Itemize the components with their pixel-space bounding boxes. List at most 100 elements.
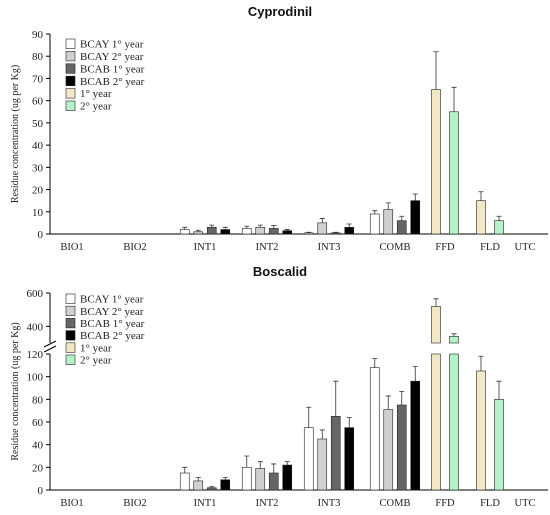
error-bar (244, 455, 250, 468)
bar (449, 111, 459, 235)
x-tick-label: UTC (515, 498, 536, 509)
error-bar (346, 417, 352, 428)
legend-swatch (65, 293, 76, 304)
y-tick-label: 40 (32, 140, 44, 152)
bar (369, 367, 380, 491)
bar (241, 467, 252, 491)
legend-label: BCAY 2° year (80, 51, 144, 63)
legend-label: 1° year (80, 342, 112, 354)
error-bar (478, 355, 484, 371)
error-bar (222, 477, 228, 480)
bar (410, 380, 421, 491)
bar (193, 480, 204, 491)
error-bar (306, 406, 312, 428)
error-bar (346, 223, 352, 228)
bar (282, 464, 293, 491)
error-bar (209, 486, 215, 488)
error-bar (182, 466, 188, 473)
bar (282, 230, 293, 235)
x-tick-label: INT1 (194, 242, 217, 253)
bar (431, 353, 441, 491)
y-tick-label: 60 (32, 417, 44, 429)
error-bar (433, 51, 439, 90)
y-tick-label: 20 (32, 185, 44, 197)
error-bar (319, 429, 325, 439)
error-bar (496, 215, 502, 221)
bar (431, 306, 441, 344)
axis-break-mark (43, 340, 57, 353)
bar (330, 232, 341, 235)
bar (303, 427, 314, 491)
y-tick-label: 100 (27, 372, 44, 384)
error-bar (182, 226, 188, 230)
legend-swatch (65, 63, 76, 74)
bar (396, 404, 407, 491)
error-bar (306, 231, 312, 233)
error-bar (385, 395, 391, 410)
legend-swatch (65, 354, 76, 365)
bar (268, 472, 279, 491)
y-tick-label: 40 (32, 440, 44, 452)
chart-cyprodinil: Cyprodinil 0 10 20 30 40 50 60 70 80 90 Residue con… (10, 4, 548, 253)
bar (179, 472, 190, 491)
bar (344, 227, 355, 235)
error-bar (385, 202, 391, 210)
legend-swatch (65, 100, 76, 111)
y-tick-label: 0 (38, 229, 44, 241)
legend-label: BCAY 1° year (80, 39, 144, 51)
x-tick-label: COMB (380, 498, 411, 509)
bar (179, 229, 190, 235)
bar (410, 200, 421, 235)
legend-swatch (65, 75, 76, 86)
error-bar (451, 86, 457, 112)
y-tick-label: 80 (32, 51, 44, 63)
bar (449, 353, 459, 491)
x-tick-label: BIO2 (123, 242, 146, 253)
bar (396, 220, 407, 235)
y-tick-label: 600 (27, 288, 44, 300)
y-tick-label: 60 (32, 96, 44, 108)
error-bar (412, 366, 418, 382)
legend-label: 2° year (80, 101, 112, 113)
chart-title: Cyprodinil (248, 4, 312, 19)
x-tick-label: BIO1 (60, 498, 83, 509)
x-tick-label: INT2 (256, 498, 279, 509)
x-tick-label: INT3 (318, 242, 341, 253)
legend-label: BCAB 2° year (80, 76, 145, 88)
bar (206, 487, 217, 491)
error-bar (271, 463, 277, 473)
bar (383, 409, 394, 491)
y-tick-label: 80 (32, 394, 44, 406)
bar (494, 220, 504, 235)
x-tick-label: COMB (380, 242, 411, 253)
error-bar (412, 193, 418, 201)
bar (255, 468, 266, 491)
error-bar (399, 215, 405, 221)
legend-swatch (65, 318, 76, 329)
legend-label: BCAY 2° year (80, 306, 144, 318)
bar (317, 438, 328, 491)
bar (317, 222, 328, 235)
error-bar (271, 225, 277, 229)
error-bar (372, 358, 378, 368)
bar (220, 229, 231, 235)
y-tick-label: 70 (32, 73, 44, 85)
error-bar (399, 391, 405, 405)
chart-boscalid: Boscalid 0 20 40 60 80 100 120 400 600 Residue con… (10, 264, 548, 509)
bar (193, 231, 204, 235)
x-tick-label: FFD (435, 498, 455, 509)
legend-label: BCAB 1° year (80, 63, 145, 75)
legend-swatch (65, 342, 76, 353)
legend-swatch (65, 330, 76, 341)
legend-label: BCAB 2° year (80, 330, 145, 342)
error-bar (496, 380, 502, 400)
bar (494, 399, 504, 491)
y-tick-label: 30 (32, 162, 44, 174)
legend-swatch (65, 51, 76, 62)
bar (449, 336, 459, 344)
bar (330, 416, 341, 491)
error-bar (333, 231, 339, 233)
legend-label: BCAY 1° year (80, 294, 144, 306)
